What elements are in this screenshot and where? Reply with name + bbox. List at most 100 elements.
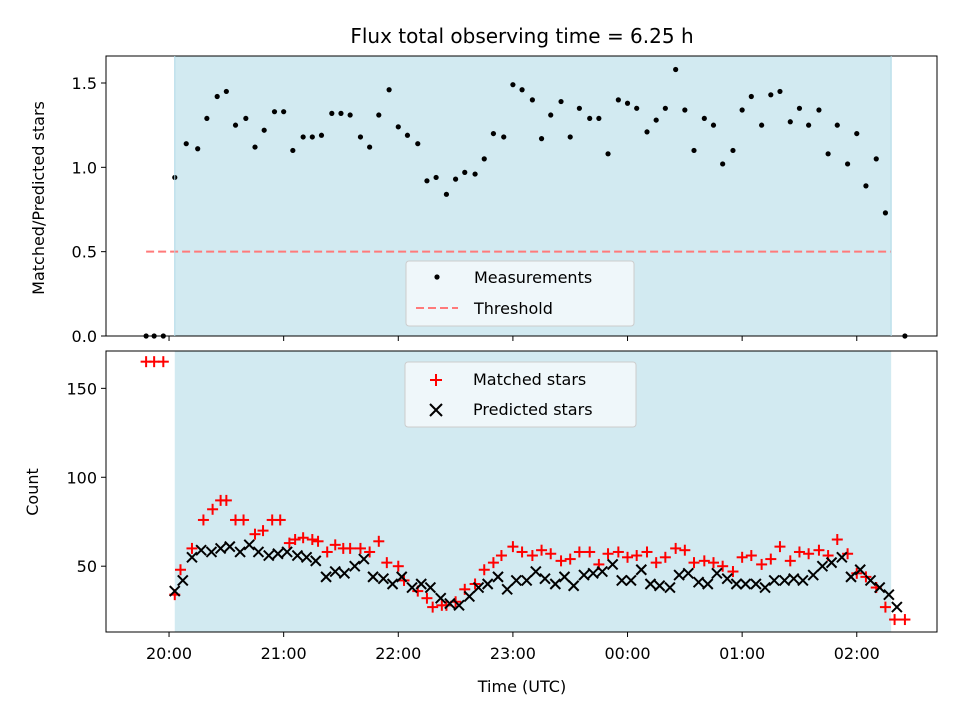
measurement-point bbox=[759, 122, 765, 128]
matched-star-point bbox=[659, 551, 671, 563]
predicted-star-point-b bbox=[635, 564, 647, 576]
matched-star-point bbox=[354, 542, 366, 554]
predicted-star-point-b bbox=[463, 590, 476, 603]
predicted-star-point-b bbox=[730, 578, 743, 590]
matched-star-point bbox=[289, 534, 301, 546]
measurement-point bbox=[615, 97, 621, 103]
matched-star-point bbox=[784, 555, 796, 567]
predicted-star-point-b bbox=[186, 551, 198, 564]
predicted-star-point bbox=[864, 574, 877, 587]
measurement-point bbox=[548, 112, 554, 118]
predicted-star-point bbox=[549, 578, 562, 590]
measurement-point bbox=[768, 92, 774, 98]
predicted-star-point bbox=[778, 574, 791, 587]
matched-star-point bbox=[727, 566, 739, 578]
predicted-star-point-b bbox=[682, 567, 694, 580]
predicted-star-point bbox=[377, 572, 390, 585]
matched-star-point bbox=[612, 546, 624, 558]
predicted-star-point bbox=[873, 581, 886, 594]
matched-star-point bbox=[495, 550, 507, 562]
measurement-point bbox=[462, 169, 468, 175]
matched-star-point bbox=[899, 614, 911, 626]
measurement-point bbox=[882, 210, 889, 216]
predicted-star-point-b bbox=[406, 581, 418, 594]
measurement-point bbox=[873, 156, 879, 162]
measurement-point bbox=[261, 127, 267, 133]
matched-star-point bbox=[312, 535, 324, 547]
matched-star-point bbox=[526, 550, 538, 562]
predicted-star-point bbox=[444, 597, 456, 610]
predicted-star-point-b bbox=[625, 574, 637, 587]
matched-star-point bbox=[157, 356, 169, 368]
measurement-point bbox=[739, 107, 745, 113]
top-y-tick-label: 1.5 bbox=[72, 74, 97, 93]
predicted-star-point-b bbox=[169, 585, 181, 597]
predicted-star-point-b bbox=[377, 572, 390, 585]
bottom-x-tick-label: 23:00 bbox=[490, 644, 536, 663]
measurement-point bbox=[338, 110, 344, 116]
predicted-star-point-b bbox=[644, 578, 657, 590]
measurement-point bbox=[624, 100, 631, 106]
predicted-star-point bbox=[788, 572, 800, 585]
matched-star-point bbox=[745, 550, 757, 562]
matched-star-point bbox=[698, 555, 710, 567]
top-y-tick-label: 0.0 bbox=[72, 327, 97, 346]
measurement-point bbox=[816, 107, 822, 113]
predicted-star-point bbox=[492, 571, 504, 583]
predicted-star-point-b bbox=[530, 565, 542, 578]
predicted-star-point-b bbox=[291, 549, 304, 562]
bottom-x-tick-label: 02:00 bbox=[834, 644, 880, 663]
matched-star-point bbox=[249, 528, 261, 540]
measurement-point bbox=[223, 88, 229, 95]
predicted-star-point-b bbox=[673, 569, 685, 581]
predicted-star-point bbox=[520, 574, 533, 587]
matched-star-point bbox=[889, 614, 901, 626]
matched-star-point bbox=[364, 546, 376, 558]
matched-star-point bbox=[688, 557, 700, 569]
measurement-point bbox=[404, 132, 411, 138]
predicted-star-point bbox=[587, 567, 599, 580]
measurement-point bbox=[252, 144, 258, 150]
predicted-star-point-b bbox=[711, 567, 723, 580]
measurement-point bbox=[748, 93, 754, 100]
measurement-point bbox=[318, 132, 325, 138]
predicted-star-point bbox=[673, 569, 685, 581]
predicted-star-point-b bbox=[272, 548, 284, 560]
measurement-point bbox=[415, 141, 421, 147]
predicted-star-point bbox=[730, 578, 743, 590]
matched-star-point bbox=[421, 592, 433, 604]
matched-star-point bbox=[813, 544, 825, 556]
predicted-star-point-b bbox=[310, 555, 322, 567]
legend-matched-marker bbox=[430, 374, 442, 386]
predicted-star-point-b bbox=[510, 574, 523, 587]
matched-star-point bbox=[803, 548, 815, 560]
predicted-star-point-b bbox=[214, 542, 227, 555]
predicted-star-point bbox=[635, 564, 647, 576]
predicted-star-point-b bbox=[453, 599, 465, 612]
matched-star-point bbox=[344, 542, 356, 554]
legend-predicted-marker bbox=[429, 403, 443, 417]
predicted-star-point-b bbox=[396, 571, 408, 583]
measurement-point bbox=[204, 115, 210, 122]
measurement-point bbox=[367, 144, 373, 150]
matched-star-point bbox=[392, 560, 404, 572]
predicted-star-point bbox=[653, 580, 666, 592]
measurement-point bbox=[730, 147, 736, 154]
predicted-star-point bbox=[310, 555, 322, 567]
predicted-star-point-b bbox=[195, 544, 207, 556]
matched-star-point bbox=[650, 557, 662, 569]
measurement-point bbox=[214, 93, 220, 100]
matched-star-point bbox=[297, 532, 309, 544]
predicted-star-point-b bbox=[883, 588, 895, 601]
matched-star-point bbox=[238, 514, 250, 526]
bottom-panel: 50 100 150 20:00 21:00 22:00 23:00 00:00 01:00 0… bbox=[23, 350, 938, 696]
matched-star-point bbox=[186, 542, 198, 554]
predicted-star-point-b bbox=[567, 580, 580, 592]
measurement-point bbox=[710, 122, 717, 128]
predicted-star-point-b bbox=[520, 574, 533, 587]
predicted-star-point-b bbox=[721, 572, 733, 585]
measurement-point bbox=[787, 119, 793, 125]
measurement-point bbox=[587, 115, 593, 122]
measurement-point bbox=[567, 134, 573, 140]
measurement-point bbox=[472, 171, 478, 177]
